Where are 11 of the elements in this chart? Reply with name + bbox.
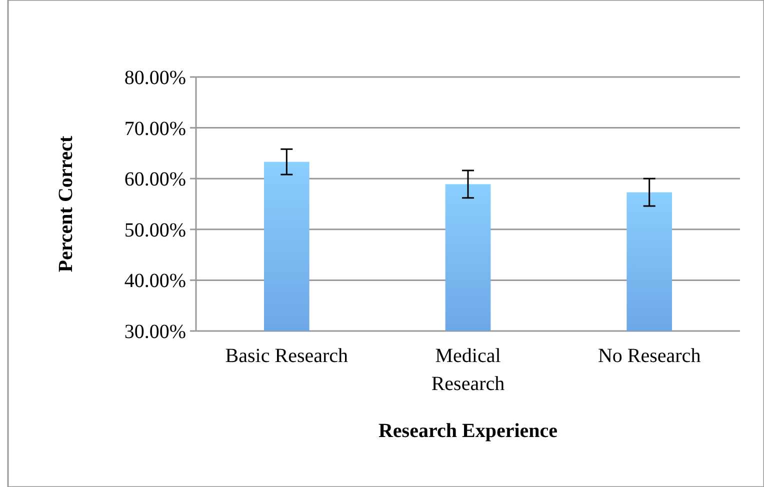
y-tick-label: 40.00% <box>124 270 186 292</box>
y-tick-label: 80.00% <box>124 67 186 89</box>
y-tick-label: 60.00% <box>124 168 186 191</box>
x-axis-title: Research Experience <box>378 420 558 442</box>
x-tick-label: No Research <box>598 345 701 367</box>
y-tick-label: 50.00% <box>124 219 186 242</box>
x-tick-label: Basic Research <box>225 345 348 367</box>
y-axis-title: Percent Correct <box>55 135 77 272</box>
y-tick-label: 30.00% <box>124 321 186 343</box>
y-tick-label: 70.00% <box>124 118 186 140</box>
x-tick-label: Medical Research <box>431 345 505 395</box>
